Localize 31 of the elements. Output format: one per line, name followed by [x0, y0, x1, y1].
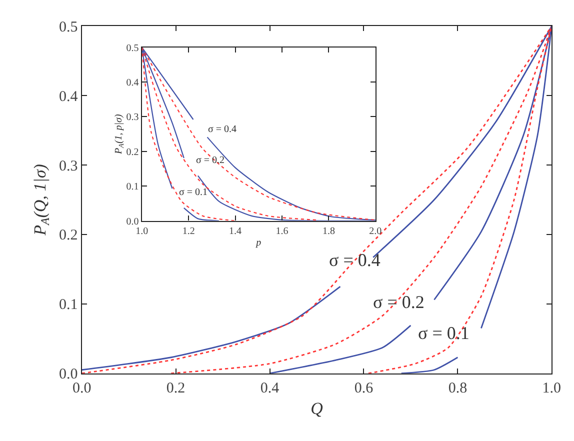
y-tick-label: 0.5: [126, 42, 139, 54]
x-tick-label: 1.2: [182, 226, 195, 237]
y-tick-label: 0.0: [126, 216, 139, 228]
x-tick-label: 1.6: [276, 226, 288, 237]
x-axis-title: p: [255, 237, 262, 248]
x-tick-label: 0.2: [166, 380, 186, 396]
x-tick-label: 0.0: [72, 380, 92, 396]
annotation: σ = 0.4: [208, 124, 237, 135]
y-tick-label: 0.2: [126, 146, 139, 158]
y-tick-label: 0.3: [126, 112, 139, 124]
y-tick-label: 0.1: [126, 182, 139, 193]
x-tick-label: 1.0: [136, 226, 148, 237]
x-axis-title: Q: [310, 398, 323, 418]
annotation: σ = 0.2: [373, 292, 424, 312]
annotation: σ = 0.1: [418, 323, 470, 343]
y-tick-label: 0.4: [126, 78, 139, 89]
y-tick-label: 0.4: [58, 88, 78, 105]
x-tick-label: 0.8: [448, 380, 468, 396]
x-tick-label: 2.0: [369, 226, 382, 237]
x-tick-label: 1.8: [322, 226, 335, 237]
y-tick-label: 0.3: [58, 158, 78, 174]
x-tick-label: 1.4: [229, 226, 242, 237]
x-tick-label: 0.4: [260, 380, 280, 396]
annotation: σ = 0.1: [179, 187, 208, 198]
y-tick-label: 0.5: [58, 19, 78, 36]
annotation: σ = 0.4: [329, 250, 380, 270]
x-tick-label: 0.6: [354, 380, 374, 396]
y-tick-label: 0.0: [58, 366, 78, 383]
annotation: σ = 0.2: [196, 155, 225, 166]
x-tick-label: 1.0: [542, 380, 562, 396]
y-tick-label: 0.1: [58, 297, 78, 314]
